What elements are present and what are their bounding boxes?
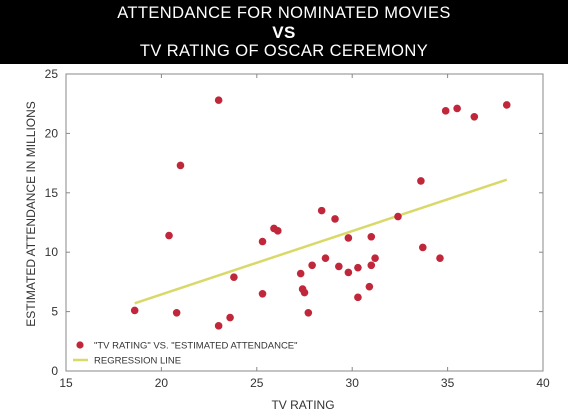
chart-title-line-2: TV RATING OF OSCAR CEREMONY — [139, 42, 429, 60]
data-point — [130, 306, 139, 315]
data-point — [354, 293, 362, 302]
data-point — [354, 263, 362, 272]
data-point — [165, 231, 173, 240]
data-point — [441, 107, 450, 115]
data-point — [502, 101, 511, 109]
data-point — [230, 273, 238, 281]
data-point — [321, 254, 330, 262]
data-point — [226, 313, 234, 322]
data-point — [436, 254, 444, 262]
legend-marker-points — [76, 341, 84, 349]
x-tick-label: 15 — [59, 376, 73, 390]
x-tick-label: 30 — [346, 376, 360, 390]
data-point — [273, 227, 282, 235]
data-point — [317, 206, 326, 215]
data-point — [344, 268, 353, 277]
data-point — [176, 161, 185, 170]
data-point — [365, 282, 374, 291]
data-point — [304, 308, 313, 317]
x-tick-label: 40 — [536, 376, 550, 390]
legend-label-points: "TV RATING" VS. "ESTIMATED ATTENDANCE" — [94, 341, 298, 352]
data-point — [308, 261, 316, 270]
data-point — [214, 96, 223, 104]
y-tick-label: 5 — [51, 305, 58, 319]
data-point — [418, 243, 427, 252]
data-point — [258, 289, 267, 298]
data-point — [296, 269, 305, 278]
data-point — [335, 262, 343, 271]
regression-series — [134, 178, 508, 305]
data-point — [367, 232, 376, 241]
data-point — [367, 261, 376, 270]
legend-label-regression: REGRESSION LINE — [94, 356, 181, 367]
data-point — [417, 177, 425, 185]
scatter-series — [130, 96, 511, 330]
y-tick-label: 0 — [51, 364, 58, 378]
data-point — [470, 112, 479, 121]
plot-axes: 15 20 25 30 35 40 0 5 10 15 20 25 — [45, 67, 550, 390]
y-tick-label: 10 — [45, 245, 59, 259]
regression-line — [134, 178, 508, 305]
data-point — [300, 288, 309, 297]
data-point — [453, 104, 461, 113]
data-point — [344, 234, 353, 242]
y-tick-label: 15 — [45, 186, 59, 200]
data-point — [172, 308, 181, 317]
x-tick-label: 25 — [250, 376, 264, 390]
plot-frame — [65, 73, 544, 372]
data-point — [214, 322, 223, 330]
y-tick-label: 20 — [45, 126, 59, 140]
chart-title-line-1: ATTENDANCE FOR NOMINATED MOVIES — [117, 4, 451, 22]
data-point — [394, 212, 402, 221]
x-tick-label: 35 — [441, 376, 455, 390]
data-point — [331, 215, 339, 223]
chart-title-vs: VS — [272, 23, 296, 42]
title-banner: ATTENDANCE FOR NOMINATED MOVIES VS TV RA… — [0, 0, 568, 64]
data-point — [371, 254, 379, 262]
y-tick-label: 25 — [45, 67, 59, 81]
data-point — [258, 237, 267, 246]
chart-legend: "TV RATING" VS. "ESTIMATED ATTENDANCE" RE… — [73, 341, 298, 367]
x-tick-label: 20 — [155, 376, 169, 390]
scatter-chart: 15 20 25 30 35 40 0 5 10 15 20 25 "TV RATING" VS. "… — [24, 67, 550, 412]
x-axis-label: TV RATING — [271, 398, 334, 412]
y-axis-label: ESTIMATED ATTENDANCE IN MILLIONS — [24, 101, 38, 327]
